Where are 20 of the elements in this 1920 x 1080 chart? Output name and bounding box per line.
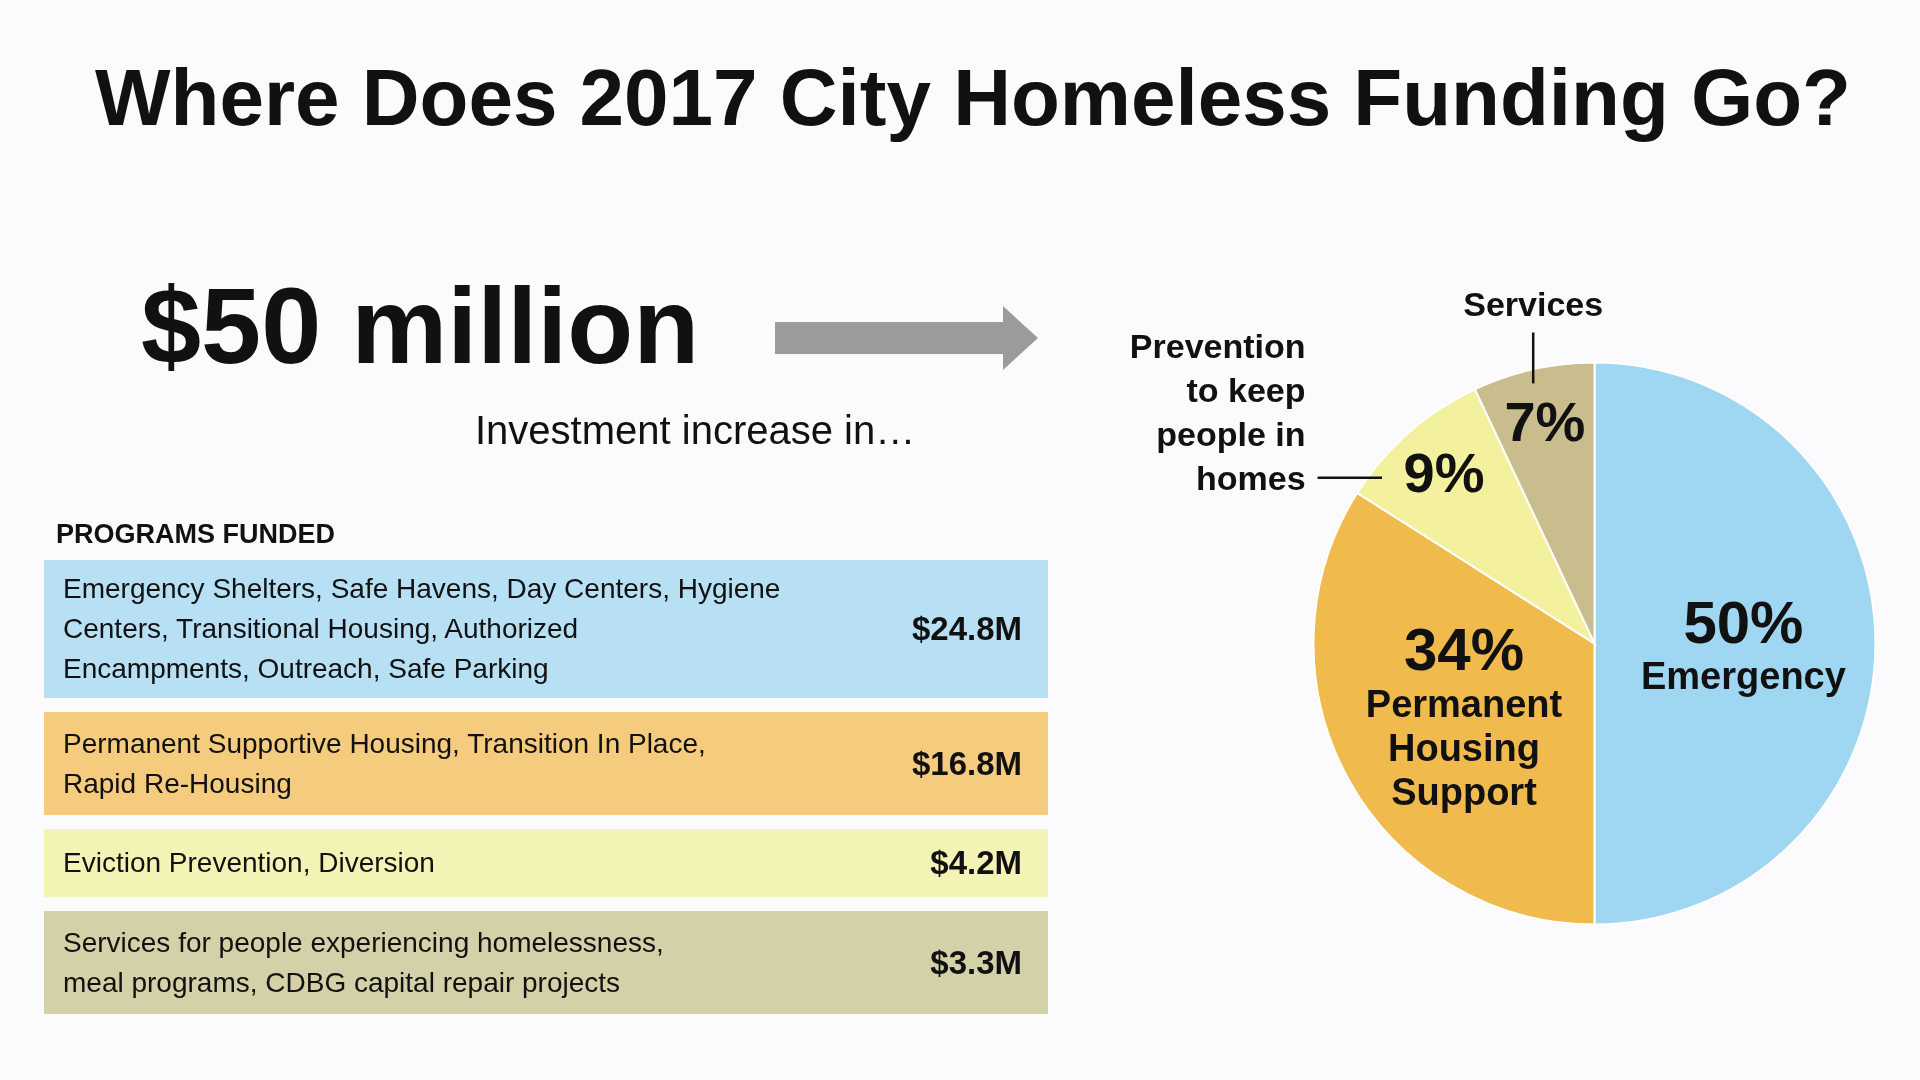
chart-title: Where Does 2017 City Homeless Funding Go? <box>94 53 1852 142</box>
data-label: 7% <box>1504 389 1586 453</box>
text: Investment increase in… <box>475 408 916 452</box>
text: $4.2M <box>930 844 1022 881</box>
data-label: 50% <box>1683 588 1804 656</box>
category-label: Emergency Shelters, Safe Havens, Day Centers, Hygiene Centers, Transitional Housing, Authorized Encampments, Outreach, Safe Parking <box>63 572 781 686</box>
data-label: 9% <box>1403 441 1485 505</box>
category-label: Services for people experiencing homelessness, meal programs, CDBG capital repair projects <box>63 925 664 1000</box>
text: PROGRAMS FUNDED <box>56 519 336 549</box>
text: $24.8M <box>911 610 1022 647</box>
data-label: 34% <box>1403 616 1525 684</box>
slice-label: Services <box>1463 285 1604 324</box>
category-label: Permanent Supportive Housing, Transition In Place, Rapid Re-Housing <box>63 726 706 801</box>
category-label: Eviction Prevention, Diversion <box>63 846 435 880</box>
text: $3.3M <box>930 943 1022 981</box>
slice-label: Prevention to keep people in homes <box>1129 326 1306 497</box>
text: $16.8M <box>911 744 1022 782</box>
slice-label: Permanent Housing Support <box>1365 682 1563 813</box>
slice-label: Emergency <box>1640 654 1846 697</box>
text: $50 million <box>141 265 700 386</box>
